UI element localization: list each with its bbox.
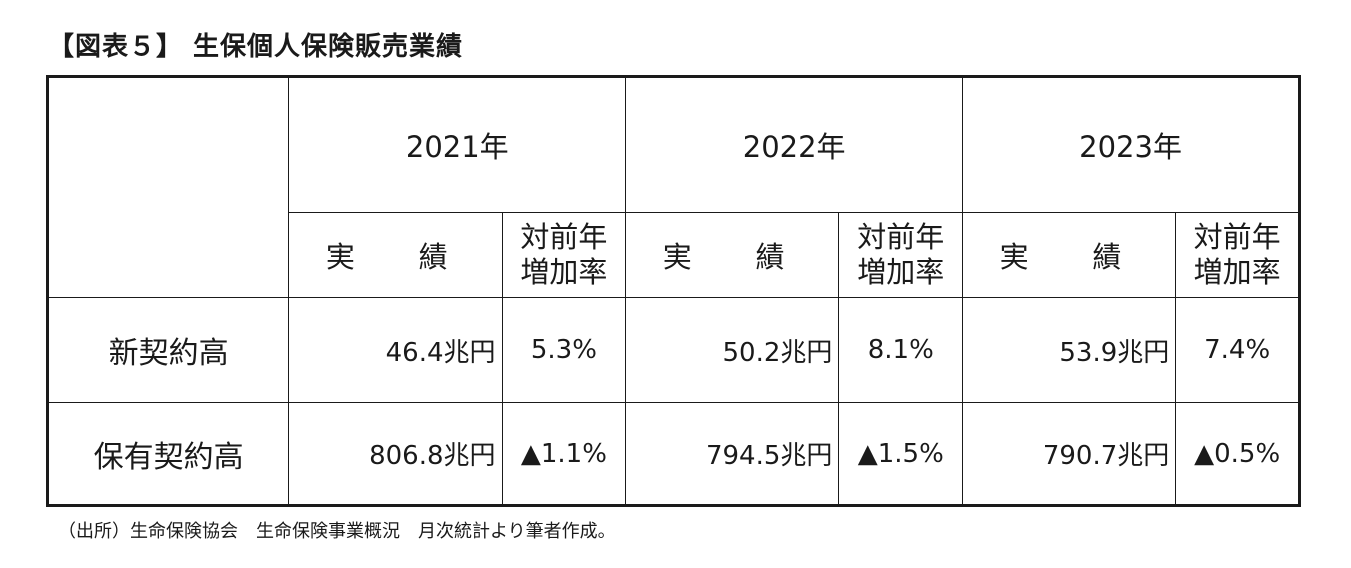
actual-header: 実 績 bbox=[288, 212, 503, 298]
rate-cell: ▲1.1% bbox=[501, 402, 627, 506]
rate-cell: ▲0.5% bbox=[1175, 402, 1300, 506]
value-cell: 806.8兆円 bbox=[288, 402, 503, 506]
year-header-2022: 2022年 bbox=[625, 76, 964, 213]
year-header-2021: 2021年 bbox=[288, 76, 627, 213]
sub-header-row: 実 績 対前年 増加率 実 績 対前年 増加率 実 績 対前年 増加率 bbox=[48, 212, 1300, 298]
actual-header: 実 績 bbox=[962, 212, 1177, 298]
table-row: 保有契約高 806.8兆円 ▲1.1% 794.5兆円 ▲1.5% 790.7兆… bbox=[46, 402, 1300, 506]
rate-header: 対前年 増加率 bbox=[501, 212, 627, 298]
rate-cell: ▲1.5% bbox=[838, 402, 964, 506]
value-cell: 53.9兆円 bbox=[962, 297, 1177, 403]
value-cell: 790.7兆円 bbox=[962, 402, 1177, 506]
rate-cell: 7.4% bbox=[1175, 297, 1300, 403]
rate-header: 対前年 増加率 bbox=[838, 212, 964, 298]
rate-cell: 5.3% bbox=[501, 297, 627, 403]
corner-cell bbox=[46, 76, 290, 298]
value-cell: 50.2兆円 bbox=[625, 297, 840, 403]
row-label: 新契約高 bbox=[46, 297, 290, 403]
value-cell: 46.4兆円 bbox=[288, 297, 503, 403]
year-header-2023: 2023年 bbox=[962, 76, 1300, 213]
figure-title: 【図表５】 生保個人保険販売業績 bbox=[48, 32, 464, 62]
year-header-row: 2021年 2022年 2023年 bbox=[46, 76, 1300, 298]
row-label: 保有契約高 bbox=[46, 402, 290, 506]
actual-header: 実 績 bbox=[625, 212, 840, 298]
value-cell: 794.5兆円 bbox=[625, 402, 840, 506]
table-row: 新契約高 46.4兆円 5.3% 50.2兆円 8.1% 53.9兆円 7.4% bbox=[46, 297, 1300, 403]
sales-table: 2021年 2022年 2023年 実 績 対前年 増加率 実 績 対前年 増加率 … bbox=[46, 75, 1301, 507]
rate-header: 対前年 増加率 bbox=[1175, 212, 1300, 298]
rate-cell: 8.1% bbox=[838, 297, 964, 403]
source-note: （出所）生命保険協会 生命保険事業概況 月次統計より筆者作成。 bbox=[58, 521, 616, 542]
